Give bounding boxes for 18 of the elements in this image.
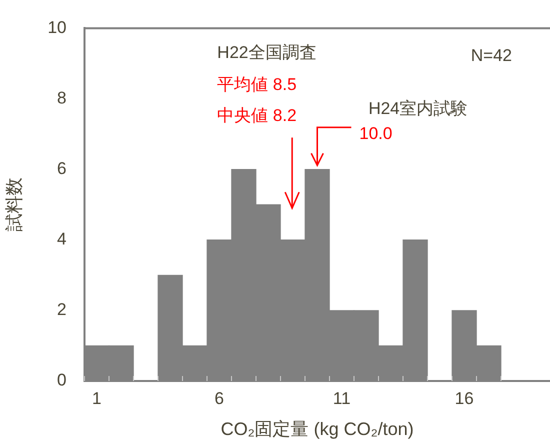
annotation: 10.0	[359, 124, 392, 144]
x-axis-title: CO₂固定量 (kg CO₂/ton)	[220, 419, 414, 440]
annotation: H22全国調査	[217, 42, 316, 62]
y-tick-label: 6	[57, 159, 67, 178]
annotation: H24室内試験	[368, 99, 468, 118]
y-tick-label: 10	[48, 18, 67, 37]
y-tick-label: 8	[57, 88, 67, 108]
y-tick-label: 4	[57, 230, 67, 249]
annotation: 平均値 8.5	[217, 74, 297, 94]
y-axis-title: 試料数	[4, 178, 24, 232]
y-tick-label: 2	[57, 300, 67, 320]
x-tick-label: 6	[214, 388, 224, 408]
x-tick-label: 1	[92, 388, 102, 408]
x-tick-label: 11	[332, 388, 351, 408]
x-tick-label: 16	[454, 388, 474, 408]
y-tick-label: 0	[57, 370, 67, 390]
annotation: 中央値 8.2	[217, 106, 297, 126]
annotation: N=42	[470, 46, 512, 66]
